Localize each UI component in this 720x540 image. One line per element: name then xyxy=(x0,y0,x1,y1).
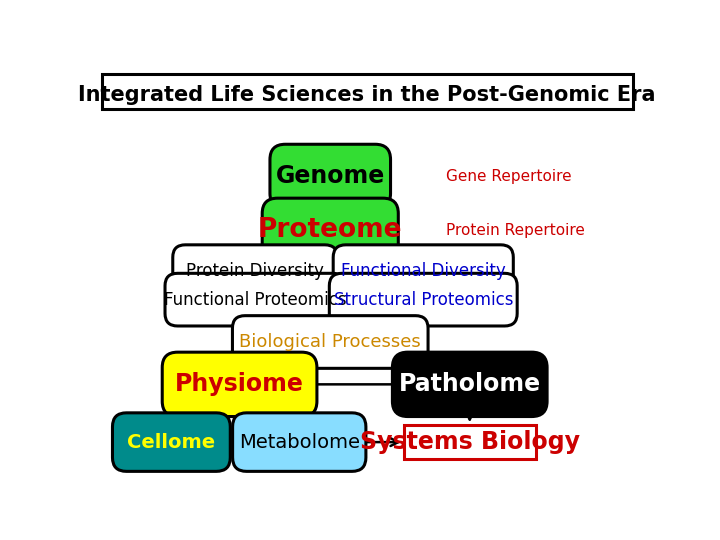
FancyBboxPatch shape xyxy=(162,352,317,416)
Text: Systems Biology: Systems Biology xyxy=(360,430,580,454)
Text: Cellome: Cellome xyxy=(127,433,215,451)
Text: Protein Diversity: Protein Diversity xyxy=(186,262,324,280)
Text: Integrated Life Sciences in the Post-Genomic Era: Integrated Life Sciences in the Post-Gen… xyxy=(78,85,655,105)
FancyBboxPatch shape xyxy=(333,245,513,298)
Text: Gene Repertoire: Gene Repertoire xyxy=(446,169,572,184)
FancyBboxPatch shape xyxy=(233,316,428,368)
Text: Biological Processes: Biological Processes xyxy=(239,333,421,351)
Text: Structural Proteomics: Structural Proteomics xyxy=(333,291,513,309)
Text: Proteome: Proteome xyxy=(258,217,402,244)
Text: Physiome: Physiome xyxy=(175,373,304,396)
FancyBboxPatch shape xyxy=(102,74,632,110)
FancyBboxPatch shape xyxy=(262,198,398,262)
FancyBboxPatch shape xyxy=(173,245,338,298)
FancyBboxPatch shape xyxy=(270,144,390,208)
Text: Genome: Genome xyxy=(276,165,385,188)
FancyBboxPatch shape xyxy=(233,413,366,471)
FancyBboxPatch shape xyxy=(165,273,345,326)
Text: Patholome: Patholome xyxy=(399,373,541,396)
FancyBboxPatch shape xyxy=(404,425,536,459)
FancyBboxPatch shape xyxy=(329,273,517,326)
Text: Protein Repertoire: Protein Repertoire xyxy=(446,223,585,238)
FancyBboxPatch shape xyxy=(392,352,547,416)
Text: Functional Proteomics: Functional Proteomics xyxy=(163,291,346,309)
Text: Metabolome: Metabolome xyxy=(239,433,360,451)
FancyBboxPatch shape xyxy=(112,413,230,471)
Text: Functional Diversity: Functional Diversity xyxy=(341,262,505,280)
